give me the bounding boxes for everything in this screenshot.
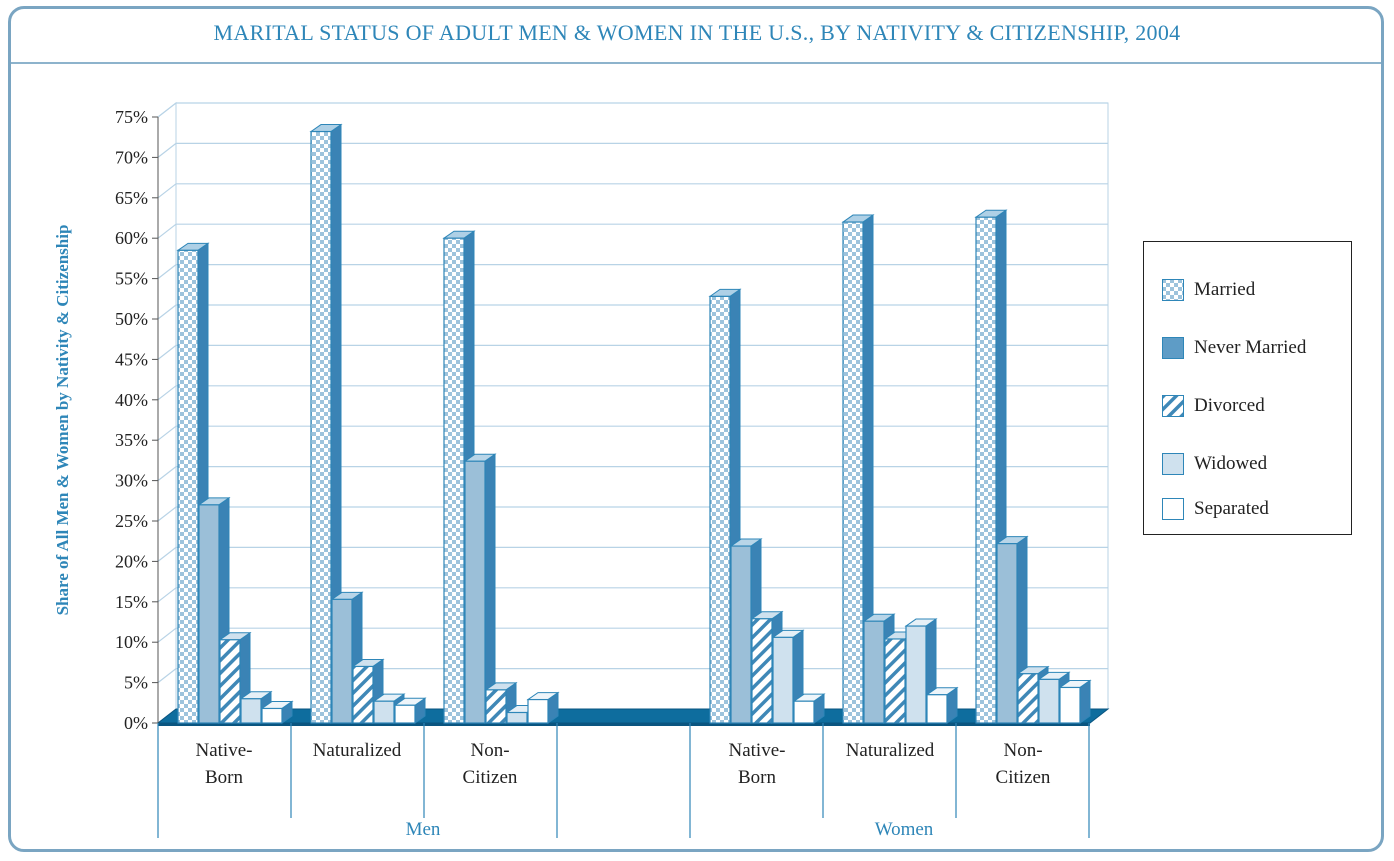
grid-layer xyxy=(156,101,1110,726)
bar-widowed xyxy=(1038,678,1060,724)
bar-widowed xyxy=(373,700,395,724)
gridline xyxy=(157,425,1108,441)
legend-item-divorced: Divorced xyxy=(1162,394,1265,418)
bar-never-married xyxy=(331,598,353,724)
bar-widowed xyxy=(772,636,794,724)
y-tick-label: 65% xyxy=(115,188,148,208)
legend-label-never-married: Never Married xyxy=(1194,337,1307,358)
y-tick-label: 70% xyxy=(115,147,148,167)
y-tick-label: 20% xyxy=(115,551,148,571)
bar-married xyxy=(709,295,731,724)
category-label: Naturalized xyxy=(846,740,935,761)
bar-divorced xyxy=(485,689,507,724)
chart-title: MARITAL STATUS OF ADULT MEN & WOMEN IN T… xyxy=(213,20,1181,45)
bar-never-married xyxy=(863,620,885,724)
bar-separated xyxy=(261,707,283,724)
bar-divorced xyxy=(352,665,374,724)
bar-widowed xyxy=(240,698,262,724)
y-axis-title: Share of All Men & Women by Nativity & C… xyxy=(53,225,72,616)
category-label: Native- xyxy=(729,740,786,761)
y-tick-label: 25% xyxy=(115,511,148,531)
bar-separated xyxy=(926,694,948,724)
y-tick-label: 75% xyxy=(115,107,148,127)
legend-swatch-separated xyxy=(1162,498,1184,520)
legend-item-widowed: Widowed xyxy=(1162,452,1267,476)
category-label: Citizen xyxy=(996,767,1051,788)
y-tick-label: 40% xyxy=(115,390,148,410)
gridline xyxy=(157,142,1108,158)
group-label-men: Men xyxy=(406,819,441,840)
gridline xyxy=(157,546,1108,562)
bar-layer xyxy=(176,123,1092,724)
bar-separated xyxy=(527,698,549,724)
floor xyxy=(156,708,1110,724)
gridline xyxy=(157,587,1108,603)
category-label: Native- xyxy=(196,740,253,761)
y-tick-label: 5% xyxy=(124,673,148,693)
bar-married xyxy=(177,249,199,724)
gridline xyxy=(157,102,1108,118)
y-tick-label: 50% xyxy=(115,309,148,329)
legend-swatch-divorced xyxy=(1162,395,1184,417)
bar-widowed xyxy=(905,625,927,724)
legend-swatch-widowed xyxy=(1162,453,1184,475)
bar-married xyxy=(842,221,864,724)
gridline xyxy=(157,627,1108,643)
axis-layer xyxy=(152,116,1090,838)
category-label: Born xyxy=(205,767,244,788)
group-label-women: Women xyxy=(875,819,934,840)
y-tick-label: 45% xyxy=(115,349,148,369)
gridline xyxy=(157,344,1108,360)
bar-divorced xyxy=(751,618,773,724)
bar-never-married xyxy=(198,504,220,724)
bar-never-married xyxy=(730,545,752,724)
bar-never-married xyxy=(996,543,1018,724)
legend-swatch-never-married xyxy=(1162,337,1184,359)
legend-swatch-married xyxy=(1162,279,1184,301)
y-tick-label: 0% xyxy=(124,713,148,733)
legend-item-married: Married xyxy=(1162,278,1255,302)
bar-married xyxy=(975,216,997,724)
bar-separated xyxy=(1059,686,1081,724)
category-label: Naturalized xyxy=(313,740,402,761)
legend-item-separated: Separated xyxy=(1162,497,1269,521)
bar-divorced xyxy=(219,639,241,724)
y-tick-label: 15% xyxy=(115,592,148,612)
bar-married xyxy=(310,130,332,724)
y-tick-label: 35% xyxy=(115,430,148,450)
category-label: Born xyxy=(738,767,777,788)
legend: Married Never Married Divorced Widowed S… xyxy=(1143,241,1352,535)
title-divider xyxy=(11,62,1381,64)
legend-label-widowed: Widowed xyxy=(1194,453,1268,474)
category-label: Non- xyxy=(1003,740,1042,761)
y-tick-label: 55% xyxy=(115,269,148,289)
gridline xyxy=(157,223,1108,239)
y-tick-label: 10% xyxy=(115,632,148,652)
bar-divorced xyxy=(884,638,906,724)
floor-edge xyxy=(158,723,1090,726)
category-label: Non- xyxy=(470,740,509,761)
bar-widowed xyxy=(506,711,528,724)
bar-married xyxy=(443,237,465,724)
bar-never-married xyxy=(464,460,486,724)
legend-label-divorced: Divorced xyxy=(1194,395,1265,416)
gridline xyxy=(157,264,1108,280)
y-tick-label: 60% xyxy=(115,228,148,248)
gridline xyxy=(157,304,1108,320)
gridline xyxy=(157,385,1108,401)
y-tick-label: 30% xyxy=(115,471,148,491)
legend-label-separated: Separated xyxy=(1194,498,1269,519)
gridline xyxy=(157,466,1108,482)
gridline xyxy=(157,183,1108,199)
bar-side-never-married xyxy=(484,453,496,724)
gridline xyxy=(157,506,1108,522)
legend-item-never-married: Never Married xyxy=(1162,336,1306,360)
bar-separated xyxy=(793,700,815,724)
bar-separated xyxy=(394,704,416,724)
legend-label-married: Married xyxy=(1194,279,1256,300)
label-layer: 0% 5% 10% 15% 20% 25% 30% 35% 40% 45% 50% 55% 60% 65%… xyxy=(53,107,1051,840)
category-label: Citizen xyxy=(463,767,518,788)
bar-divorced xyxy=(1017,673,1039,724)
